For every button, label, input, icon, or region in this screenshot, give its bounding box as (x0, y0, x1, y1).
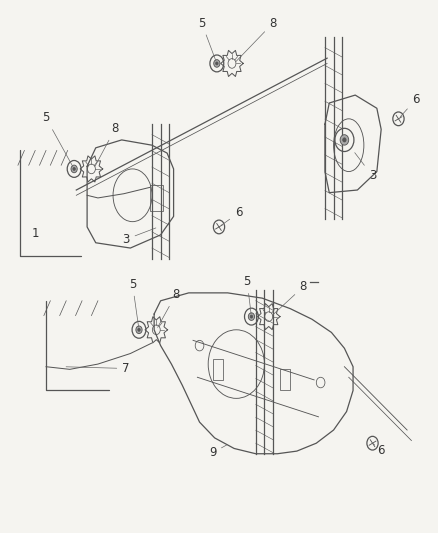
Text: 5: 5 (198, 17, 216, 61)
Text: 1: 1 (32, 228, 39, 240)
Text: 5: 5 (42, 111, 73, 166)
Circle shape (214, 60, 220, 67)
Text: 8: 8 (273, 280, 307, 314)
Text: 5: 5 (129, 278, 138, 327)
Text: 6: 6 (400, 93, 420, 117)
Circle shape (71, 165, 77, 173)
Text: 3: 3 (355, 152, 376, 182)
Circle shape (248, 313, 254, 320)
Text: 7: 7 (66, 362, 130, 375)
Circle shape (73, 167, 75, 171)
Text: 3: 3 (122, 228, 156, 246)
Circle shape (138, 328, 140, 332)
Text: 9: 9 (209, 445, 227, 459)
Circle shape (136, 326, 142, 334)
Circle shape (250, 315, 253, 318)
Circle shape (343, 138, 346, 142)
Text: 5: 5 (244, 275, 251, 314)
Text: 6: 6 (372, 443, 385, 457)
Circle shape (340, 135, 349, 145)
Text: 8: 8 (158, 288, 180, 327)
Circle shape (215, 62, 218, 65)
Text: 8: 8 (236, 17, 277, 61)
Text: 6: 6 (221, 206, 242, 225)
Text: 8: 8 (95, 122, 119, 166)
